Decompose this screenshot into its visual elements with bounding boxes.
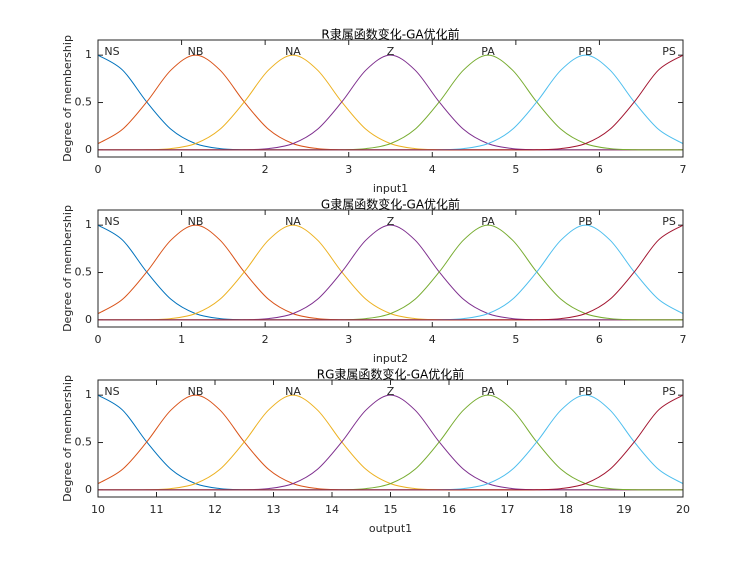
x-tick-label: 18 [559, 503, 573, 516]
x-tick-label: 19 [618, 503, 632, 516]
membership-curve [97, 224, 684, 321]
plot-frame [97, 209, 684, 328]
y-tick-label: 0.5 [75, 96, 93, 109]
curve-label: NS [104, 45, 119, 58]
y-tick-label: 0 [85, 313, 92, 326]
y-axis-label: Degree of membership [61, 205, 74, 332]
y-tick-label: 0.5 [75, 436, 93, 449]
plot-area [98, 210, 683, 327]
chart-title: RG隶属函数变化-GA优化前 [317, 367, 464, 382]
x-tick-label: 5 [512, 163, 519, 176]
y-tick-label: 0 [85, 483, 92, 496]
curve-label: PA [481, 45, 495, 58]
x-axis-label: input2 [373, 352, 408, 365]
y-tick-label: 0 [85, 143, 92, 156]
x-tick-label: 15 [384, 503, 398, 516]
x-axis-label: input1 [373, 182, 408, 195]
x-tick-label: 17 [501, 503, 515, 516]
x-tick-label: 3 [345, 163, 352, 176]
curve-label: NA [285, 215, 301, 228]
membership-curve [98, 394, 684, 491]
plot-area [98, 40, 683, 157]
y-tick-label: 1 [85, 388, 92, 401]
x-tick-label: 6 [596, 333, 603, 346]
y-tick-label: 1 [85, 48, 92, 61]
x-tick-label: 0 [95, 333, 102, 346]
chart-title: G隶属函数变化-GA优化前 [321, 197, 460, 212]
curve-label: Z [387, 215, 395, 228]
curve-label: NB [188, 45, 204, 58]
curve-label: NB [188, 215, 204, 228]
x-tick-label: 5 [512, 333, 519, 346]
y-tick-label: 1 [85, 218, 92, 231]
x-tick-label: 14 [325, 503, 339, 516]
x-tick-label: 2 [262, 333, 269, 346]
curve-label: PB [578, 385, 592, 398]
y-axis-label: Degree of membership [61, 375, 74, 502]
curve-label: PA [481, 215, 495, 228]
curve-label: PS [662, 215, 676, 228]
x-tick-label: 0 [95, 163, 102, 176]
curve-label: PA [481, 385, 495, 398]
x-tick-label: 6 [596, 163, 603, 176]
x-tick-label: 1 [178, 333, 185, 346]
x-tick-label: 3 [345, 333, 352, 346]
x-tick-label: 2 [262, 163, 269, 176]
x-tick-label: 1 [178, 163, 185, 176]
x-tick-label: 7 [680, 333, 687, 346]
x-tick-label: 13 [267, 503, 281, 516]
y-axis-label: Degree of membership [61, 35, 74, 162]
plot-frame [97, 39, 684, 158]
curve-label: NA [285, 385, 301, 398]
y-tick-label: 0.5 [75, 266, 93, 279]
chart-title: R隶属函数变化-GA优化前 [321, 27, 459, 42]
curve-label: NA [285, 45, 301, 58]
curve-label: NB [188, 385, 204, 398]
curve-label: PB [578, 215, 592, 228]
curve-label: NS [104, 385, 119, 398]
x-tick-label: 7 [680, 163, 687, 176]
x-tick-label: 11 [150, 503, 164, 516]
x-tick-label: 4 [429, 333, 436, 346]
plot-frame [97, 379, 684, 498]
x-tick-label: 10 [91, 503, 105, 516]
x-tick-label: 12 [208, 503, 222, 516]
x-tick-label: 16 [442, 503, 456, 516]
curve-label: Z [387, 45, 395, 58]
curve-label: PB [578, 45, 592, 58]
x-axis-label: output1 [369, 522, 412, 535]
plot-area [98, 380, 683, 497]
membership-curve [97, 54, 684, 151]
curve-label: PS [662, 45, 676, 58]
curve-label: NS [104, 215, 119, 228]
curve-label: Z [387, 385, 395, 398]
x-tick-label: 20 [676, 503, 690, 516]
curve-label: PS [662, 385, 676, 398]
x-tick-label: 4 [429, 163, 436, 176]
